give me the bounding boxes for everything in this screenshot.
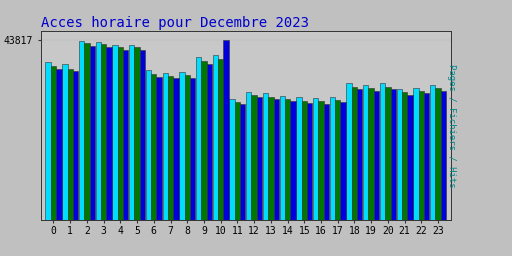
Bar — [246, 92, 251, 220]
Bar — [129, 45, 135, 220]
Bar — [318, 101, 324, 220]
Bar — [263, 93, 268, 220]
Bar — [430, 85, 435, 220]
Y-axis label: Pages / Fichiers / Hits: Pages / Fichiers / Hits — [447, 64, 456, 187]
Bar — [441, 91, 446, 220]
Bar — [179, 72, 184, 220]
Bar — [140, 50, 145, 220]
Bar — [146, 70, 151, 220]
Bar — [357, 89, 362, 220]
Bar — [273, 99, 279, 220]
Bar — [184, 75, 190, 220]
Bar — [218, 59, 223, 220]
Bar — [385, 87, 391, 220]
Bar — [68, 69, 73, 220]
Bar — [229, 99, 234, 220]
Bar — [51, 66, 56, 220]
Bar — [73, 71, 78, 220]
Bar — [352, 87, 357, 220]
Bar — [101, 44, 106, 220]
Bar — [363, 85, 369, 220]
Bar — [435, 88, 441, 220]
Bar — [380, 83, 385, 220]
Bar — [212, 56, 218, 220]
Bar — [157, 77, 162, 220]
Bar — [257, 97, 262, 220]
Bar — [302, 101, 307, 220]
Bar — [173, 79, 179, 220]
Bar — [285, 99, 290, 220]
Bar — [419, 91, 424, 220]
Bar — [162, 73, 168, 220]
Bar — [374, 91, 379, 220]
Bar — [313, 98, 318, 220]
Bar — [234, 102, 240, 220]
Bar — [268, 97, 273, 220]
Bar — [307, 103, 312, 220]
Bar — [135, 47, 140, 220]
Bar — [79, 41, 84, 220]
Bar — [347, 83, 352, 220]
Bar — [90, 46, 95, 220]
Bar — [96, 42, 101, 220]
Bar — [413, 88, 419, 220]
Bar — [251, 94, 257, 220]
Bar — [62, 65, 68, 220]
Bar — [324, 104, 329, 220]
Bar — [168, 76, 173, 220]
Bar — [56, 69, 61, 220]
Bar — [407, 95, 413, 220]
Bar — [335, 100, 340, 220]
Bar — [196, 58, 201, 220]
Bar — [84, 43, 90, 220]
Bar — [290, 101, 295, 220]
Bar — [280, 96, 285, 220]
Bar — [391, 89, 396, 220]
Bar — [424, 93, 430, 220]
Bar — [397, 89, 402, 220]
Bar — [46, 62, 51, 220]
Bar — [112, 45, 118, 220]
Bar — [201, 61, 207, 220]
Bar — [223, 40, 229, 220]
Bar — [106, 47, 112, 220]
Bar — [118, 47, 123, 220]
Bar — [207, 64, 212, 220]
Bar — [151, 74, 157, 220]
Text: Acces horaire pour Decembre 2023: Acces horaire pour Decembre 2023 — [41, 16, 309, 29]
Bar — [402, 92, 407, 220]
Bar — [296, 98, 302, 220]
Bar — [369, 88, 374, 220]
Bar — [330, 97, 335, 220]
Bar — [123, 50, 129, 220]
Bar — [190, 78, 195, 220]
Bar — [340, 102, 346, 220]
Bar — [240, 104, 245, 220]
